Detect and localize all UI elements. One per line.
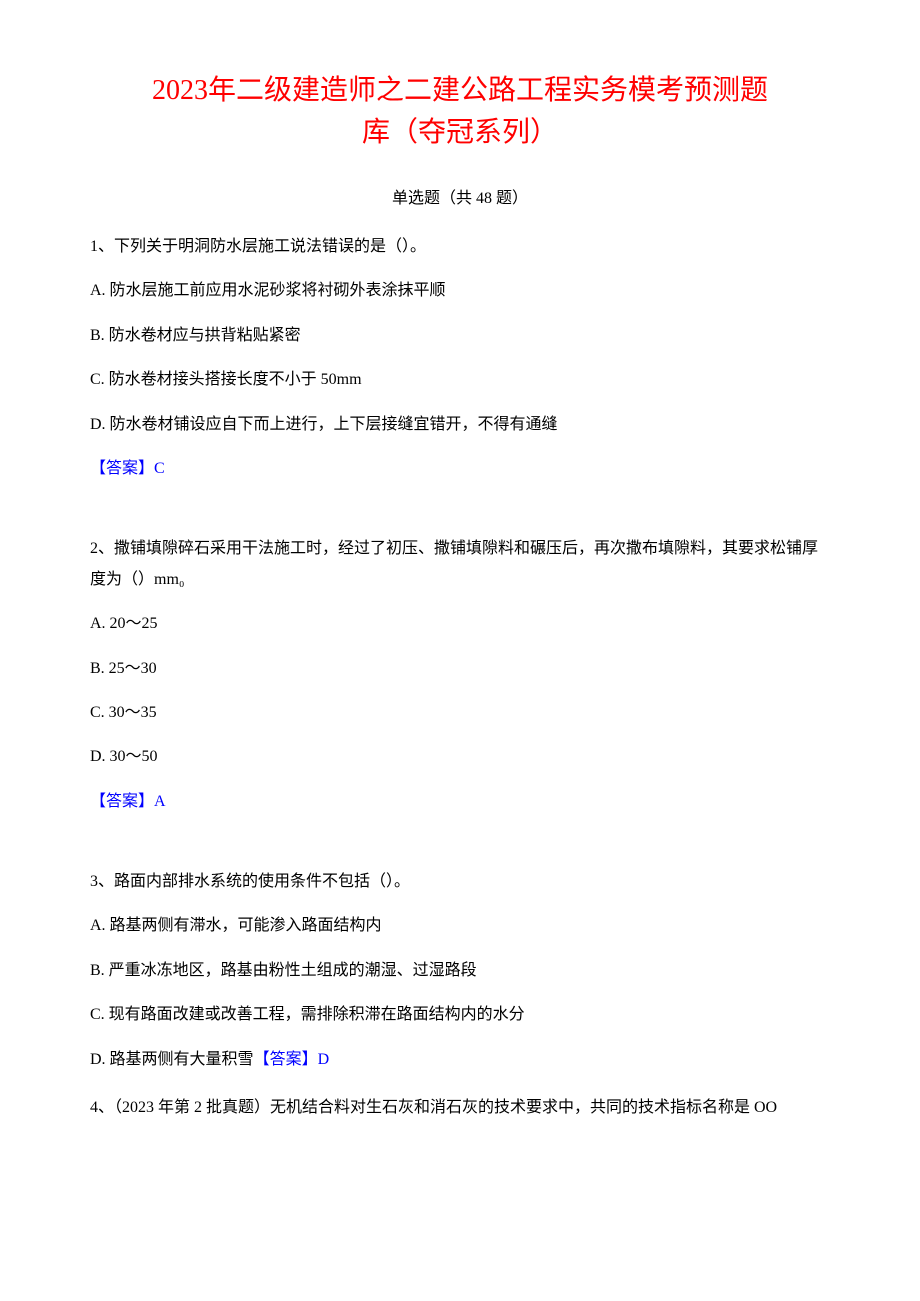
spacer [90, 831, 830, 867]
question-2-option-a: A. 20～25 [90, 609, 830, 639]
question-1-option-d: D. 防水卷材铺设应自下而上进行，上下层接缝宜错开，不得有通缝 [90, 410, 830, 440]
question-3-option-a: A. 路基两侧有滞水，可能渗入路面结构内 [90, 911, 830, 941]
question-3-option-d-with-answer: D. 路基两侧有大量积雪【答案】D [90, 1045, 830, 1075]
question-1-stem: 1、下列关于明洞防水层施工说法错误的是（）。 [90, 232, 830, 262]
section-header: 单选题（共 48 题） [90, 184, 830, 208]
document-title: 2023年二级建造师之二建公路工程实务模考预测题 库（夺冠系列） [90, 70, 830, 154]
question-3-option-c: C. 现有路面改建或改善工程，需排除积滞在路面结构内的水分 [90, 1000, 830, 1030]
answer-value: A [154, 793, 166, 810]
question-1-option-c: C. 防水卷材接头搭接长度不小于 50mm [90, 365, 830, 395]
title-line-2: 库（夺冠系列） [362, 117, 558, 148]
question-1-answer: 【答案】C [90, 454, 830, 484]
question-2-answer: 【答案】A [90, 787, 830, 817]
answer-label: 【答案】 [254, 1051, 318, 1068]
question-1-option-b: B. 防水卷材应与拱背粘贴紧密 [90, 321, 830, 351]
question-2-option-c: C. 30～35 [90, 698, 830, 728]
title-line-1: 2023年二级建造师之二建公路工程实务模考预测题 [152, 75, 768, 106]
answer-value: D [318, 1051, 330, 1068]
question-3-option-b: B. 严重冰冻地区，路基由粉性土组成的潮湿、过湿路段 [90, 956, 830, 986]
question-2-option-d: D. 30～50 [90, 742, 830, 772]
question-3-stem: 3、路面内部排水系统的使用条件不包括（）。 [90, 867, 830, 897]
question-2-option-b: B. 25～30 [90, 654, 830, 684]
answer-label: 【答案】 [90, 793, 154, 810]
question-1-option-a: A. 防水层施工前应用水泥砂浆将衬砌外表涂抹平顺 [90, 276, 830, 306]
question-2-stem: 2、撒铺填隙碎石采用干法施工时，经过了初压、撒铺填隙料和碾压后，再次撒布填隙料，… [90, 534, 830, 595]
answer-value: C [154, 460, 165, 477]
question-3-option-d: D. 路基两侧有大量积雪 [90, 1051, 254, 1068]
answer-label: 【答案】 [90, 460, 154, 477]
question-4-stem: 4、（2023 年第 2 批真题）无机结合料对生石灰和消石灰的技术要求中，共同的… [90, 1093, 830, 1123]
spacer [90, 498, 830, 534]
